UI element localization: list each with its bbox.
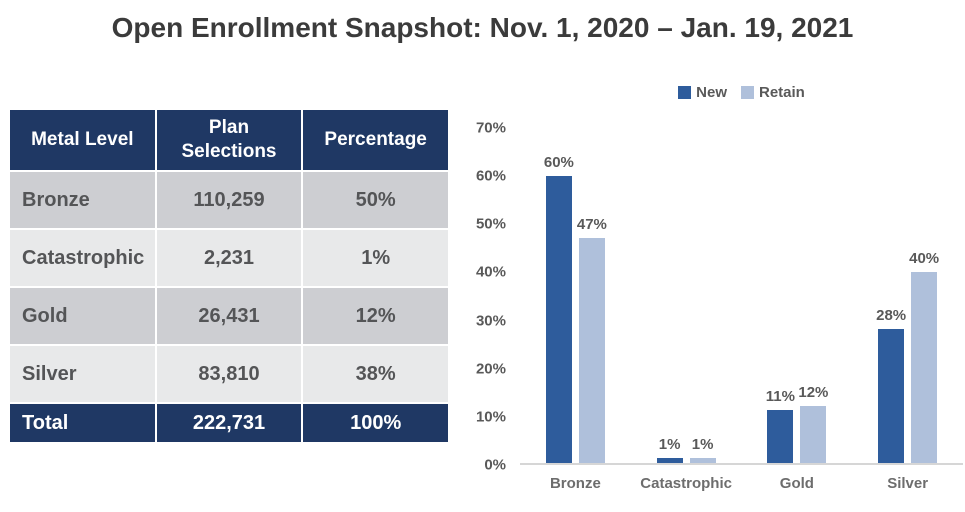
table-row: Bronze 110,259 50%: [8, 170, 450, 230]
bar-retain-gold: 12%: [798, 128, 829, 463]
category-group-bronze: 60% 47% Bronze: [520, 128, 631, 492]
bar-value-label: 47%: [576, 216, 607, 234]
header-plan-selections: Plan Selections: [154, 108, 304, 172]
y-axis: 0% 10% 20% 30% 40% 50% 60% 70%: [470, 120, 510, 474]
bar-new-bronze: 60%: [543, 128, 574, 463]
bar-value-label: 28%: [876, 307, 907, 324]
x-axis-label: Silver: [887, 475, 929, 492]
enrollment-table-body: Bronze 110,259 50% Catastrophic 2,231 1% Gold 2…: [8, 170, 450, 404]
bar-value-label: 60%: [543, 153, 574, 171]
y-tick-label: 30%: [475, 312, 506, 330]
bar-value-label: 11%: [765, 388, 795, 406]
total-label: Total: [8, 402, 157, 444]
table-row: Catastrophic 2,231 1%: [8, 228, 450, 288]
bar-rect: [689, 458, 716, 463]
cell-metal-level: Gold: [8, 286, 157, 346]
bar-value-label: 1%: [691, 436, 714, 454]
legend-item-retain: Retain: [741, 84, 805, 101]
table-row: Gold 26,431 12%: [8, 286, 450, 346]
bar-rect: [911, 271, 938, 463]
cell-percentage: 38%: [301, 344, 450, 404]
enrollment-table-header: Metal Level Plan Selections Percentage: [8, 108, 450, 172]
x-axis-label: Bronze: [549, 475, 601, 492]
legend-swatch-icon: [741, 86, 754, 99]
y-tick-label: 20%: [475, 360, 506, 378]
category-group-silver: 28% 40% Silver: [852, 128, 963, 492]
cell-plan-selections: 110,259: [154, 170, 304, 230]
bar-rect: [656, 458, 683, 463]
bar-value-label: 12%: [798, 383, 829, 401]
y-tick-label: 60%: [475, 167, 506, 185]
cell-metal-level: Silver: [8, 344, 157, 404]
y-tick-label: 70%: [475, 119, 506, 137]
legend-swatch-icon: [678, 86, 692, 99]
legend-item-new: New: [678, 84, 727, 101]
total-percentage: 100%: [301, 402, 450, 444]
bar-rect: [767, 410, 794, 463]
bar-chart: New Retain 0% 10% 20% 30% 40% 50% 60% 70% 60% 47%…: [470, 78, 965, 512]
bar-rect: [878, 329, 905, 463]
bar-retain-silver: 40%: [909, 128, 940, 463]
cell-metal-level: Catastrophic: [8, 228, 157, 288]
cell-metal-level: Bronze: [8, 170, 157, 230]
legend-label: Retain: [759, 84, 805, 101]
bar-new-gold: 11%: [765, 128, 795, 463]
cell-percentage: 12%: [301, 286, 450, 346]
page-title: Open Enrollment Snapshot: Nov. 1, 2020 –…: [111, 12, 854, 43]
table-row: Silver 83,810 38%: [8, 344, 450, 404]
cell-plan-selections: 26,431: [154, 286, 304, 346]
chart-legend: New Retain: [520, 84, 963, 101]
y-tick-label: 40%: [475, 263, 506, 281]
cell-percentage: 50%: [301, 170, 450, 230]
header-percentage: Percentage: [301, 108, 450, 172]
header-metal-level: Metal Level: [8, 108, 157, 172]
category-group-gold: 11% 12% Gold: [742, 128, 853, 492]
bar-new-catastrophic: 1%: [656, 128, 683, 463]
cell-percentage: 1%: [301, 228, 450, 288]
bar-retain-catastrophic: 1%: [689, 128, 716, 463]
enrollment-table: Metal Level Plan Selections Percentage B…: [8, 108, 450, 444]
plot-area: 60% 47% Bronze 1% 1% Catastrophic 11% 12% Gold 28…: [520, 128, 963, 492]
bar-value-label: 1%: [658, 436, 681, 454]
bar-rect: [545, 175, 572, 463]
legend-label: New: [696, 84, 727, 101]
x-axis-label: Catastrophic: [640, 475, 732, 492]
cell-plan-selections: 83,810: [154, 344, 304, 404]
cell-plan-selections: 2,231: [154, 228, 304, 288]
enrollment-table-footer: Total 222,731 100%: [8, 402, 450, 444]
bar-value-label: 40%: [909, 249, 940, 267]
y-tick-label: 0%: [484, 456, 506, 474]
total-selections: 222,731: [154, 402, 304, 444]
bar-rect: [800, 405, 827, 463]
bar-new-silver: 28%: [876, 128, 907, 463]
category-group-catastrophic: 1% 1% Catastrophic: [631, 128, 742, 492]
total-row: Total 222,731 100%: [8, 402, 450, 444]
bar-rect: [578, 238, 605, 463]
bar-retain-bronze: 47%: [576, 128, 607, 463]
y-tick-label: 10%: [475, 408, 506, 426]
header-row: Metal Level Plan Selections Percentage: [8, 108, 450, 172]
y-tick-label: 50%: [475, 215, 506, 233]
x-axis-label: Gold: [779, 475, 814, 492]
